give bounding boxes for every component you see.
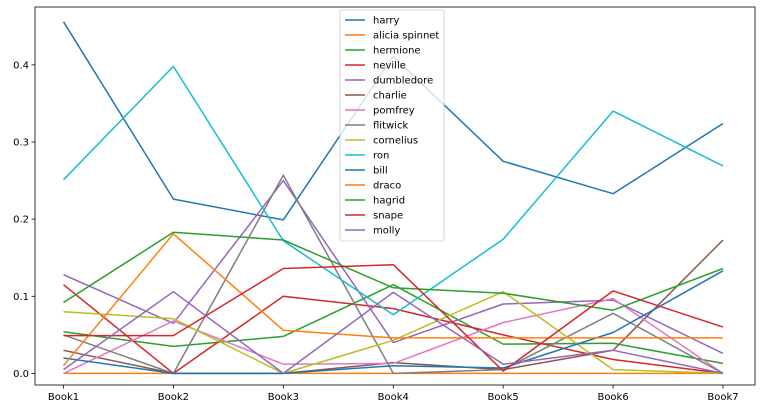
y-tick-label: 0.0 [13,369,29,380]
legend-entry: flitwick [373,121,408,132]
x-tick-label: Book1 [48,392,79,403]
legend-entry: snape [373,211,403,222]
legend-entry: hagrid [373,196,405,207]
legend-entry: pomfrey [373,106,415,117]
legend-entry: hermione [373,46,421,57]
legend-entry: charlie [373,91,407,102]
x-tick-label: Book4 [378,392,409,403]
x-tick-label: Book5 [488,392,519,403]
y-tick-label: 0.4 [13,60,29,71]
x-tick-label: Book3 [268,392,299,403]
series-line-hermione [63,283,724,365]
legend-entry: molly [373,226,400,237]
legend: harry alicia spinnet hermione neville dumble… [339,9,445,242]
y-tick-label: 0.2 [13,215,29,226]
series-line-bill [63,270,724,375]
series-line-ron [62,65,724,316]
y-tick-label: 0.3 [13,138,29,149]
series-layer [62,21,724,375]
series-line-snape [63,263,724,372]
legend-box [339,9,445,242]
series-line-cornelius [63,290,724,375]
legend-entry: alicia spinnet [373,31,439,42]
series-line-pomfrey [63,297,724,375]
series-line-molly [63,290,724,375]
series-line-dumbledore [63,179,724,355]
x-tick-label: Book6 [597,392,628,403]
series-line-draco [62,233,723,367]
legend-entry: neville [373,61,406,72]
legend-entry: ron [373,151,389,162]
x-tick-label: Book7 [707,392,738,403]
x-tick-label: Book2 [158,392,189,403]
legend-entry: harry [373,16,400,27]
series-line-hagrid [63,231,724,311]
legend-entry: dumbledore [373,76,433,87]
legend-entry: cornelius [373,136,418,147]
axis-layer: Book1 Book2 Book3 Book4 Book5 Book6 Book7 0.0 0.… [13,60,739,403]
y-tick-label: 0.1 [13,292,29,303]
legend-entry: bill [373,166,388,177]
legend-entry: draco [373,181,401,192]
